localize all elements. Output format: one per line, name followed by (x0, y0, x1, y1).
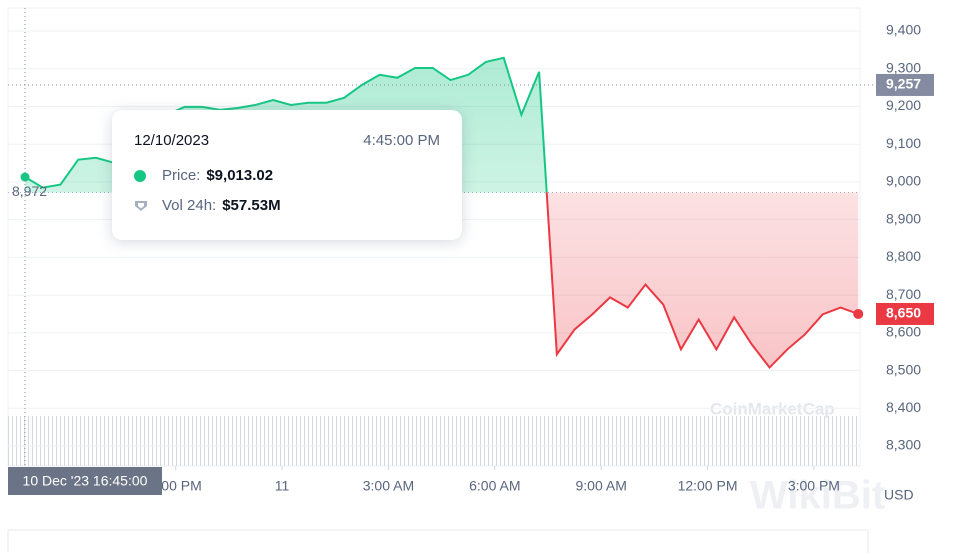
x-tick-label: 6:00 AM (469, 478, 520, 494)
volume-icon (135, 200, 147, 211)
last-price-box (876, 302, 934, 325)
volume-bars (8, 416, 860, 466)
y-tick-label: 8,900 (886, 210, 921, 226)
price-dot (134, 169, 146, 182)
price-area-below (25, 192, 859, 368)
crosshair-time-box (8, 467, 162, 495)
watermark: CoinMarketCap (710, 399, 835, 418)
x-tick-label: 3:00 PM (788, 478, 840, 494)
last-price-label: 8,650 (886, 305, 921, 321)
tooltip-price-row: Price: $9,013.02 (134, 167, 273, 184)
unit-label: USD (884, 487, 914, 503)
price-label: Price: (162, 167, 201, 184)
x-tick-label: 12:00 PM (678, 478, 738, 494)
x-tick-label: 9:00 PM (150, 478, 202, 494)
y-tick-label: 8,700 (886, 286, 921, 302)
end-point (853, 308, 864, 319)
y-tick-label: 9,400 (886, 22, 921, 38)
y-tick-label: 9,000 (886, 173, 921, 189)
tooltip: 12/10/2023 4:45:00 PM Price: $9,013.02 V… (112, 110, 462, 240)
y-tick-label: 9,200 (886, 97, 921, 113)
crosshair-time-label: 10 Dec '23 16:45:00 (23, 473, 148, 489)
volume-value: $57.53M (222, 197, 281, 214)
y-tick-label: 8,600 (886, 324, 921, 340)
crosshair-price-label: 9,257 (886, 76, 921, 92)
y-tick-label: 9,300 (886, 59, 921, 75)
volume-label: Vol 24h: (162, 197, 217, 214)
y-tick-label: 8,400 (886, 399, 921, 415)
y-tick-label: 8,800 (886, 248, 921, 264)
x-tick-label: 9:00 AM (575, 478, 626, 494)
y-tick-label: 8,300 (886, 437, 921, 453)
y-tick-label: 9,100 (886, 135, 921, 151)
start-point (20, 172, 30, 182)
range-navigator (7, 529, 869, 553)
y-tick-label: 8,500 (886, 361, 921, 377)
site-watermark: WikiBit (750, 474, 885, 518)
x-tick-label: 11 (275, 478, 290, 494)
price-line-below (545, 192, 859, 370)
tooltip-time: 4:45:00 PM (363, 132, 440, 149)
baseline-label: 8,972 (12, 183, 47, 199)
x-tick-label: 3:00 AM (363, 478, 414, 494)
crosshair-price-box (876, 73, 934, 96)
tooltip-date: 12/10/2023 (134, 132, 210, 149)
tooltip-volume-row: Vol 24h: $57.53M (134, 197, 281, 214)
price-value: $9,013.02 (206, 167, 274, 184)
